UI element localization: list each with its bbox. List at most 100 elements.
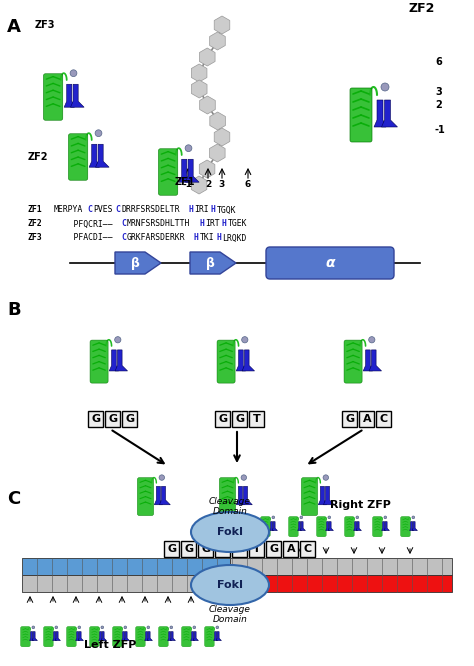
Text: ZF2: ZF2 bbox=[28, 220, 43, 228]
Polygon shape bbox=[190, 252, 236, 274]
Text: TGEK: TGEK bbox=[228, 220, 247, 228]
Text: 6: 6 bbox=[435, 57, 442, 67]
FancyBboxPatch shape bbox=[22, 558, 230, 575]
Polygon shape bbox=[185, 159, 199, 182]
Text: -1: -1 bbox=[435, 125, 446, 135]
Ellipse shape bbox=[78, 626, 81, 629]
FancyBboxPatch shape bbox=[182, 541, 197, 557]
Polygon shape bbox=[236, 350, 246, 371]
Polygon shape bbox=[242, 521, 246, 531]
Polygon shape bbox=[193, 631, 199, 641]
Ellipse shape bbox=[191, 512, 269, 552]
Text: C: C bbox=[304, 544, 312, 554]
FancyBboxPatch shape bbox=[164, 541, 180, 557]
Polygon shape bbox=[124, 631, 129, 641]
Text: G: G bbox=[109, 414, 118, 424]
Text: C: C bbox=[121, 234, 126, 242]
Ellipse shape bbox=[328, 516, 331, 519]
Text: G: G bbox=[91, 414, 100, 424]
Ellipse shape bbox=[95, 130, 102, 137]
FancyBboxPatch shape bbox=[90, 626, 100, 647]
Polygon shape bbox=[145, 631, 149, 641]
Text: ZF2: ZF2 bbox=[28, 152, 48, 162]
Polygon shape bbox=[32, 631, 37, 641]
Polygon shape bbox=[179, 159, 189, 182]
Text: T: T bbox=[253, 414, 261, 424]
Text: α: α bbox=[325, 256, 335, 270]
FancyBboxPatch shape bbox=[233, 411, 247, 427]
Polygon shape bbox=[191, 631, 195, 641]
Text: GRKFARSDERKR: GRKFARSDERKR bbox=[127, 234, 185, 242]
Polygon shape bbox=[272, 521, 277, 531]
Text: G: G bbox=[346, 414, 355, 424]
FancyBboxPatch shape bbox=[68, 134, 88, 180]
Ellipse shape bbox=[241, 475, 246, 480]
FancyBboxPatch shape bbox=[66, 626, 76, 647]
FancyBboxPatch shape bbox=[122, 411, 137, 427]
Text: β: β bbox=[130, 256, 139, 270]
FancyBboxPatch shape bbox=[317, 516, 327, 537]
Text: LRQKD: LRQKD bbox=[222, 234, 246, 242]
Text: G: G bbox=[236, 414, 245, 424]
Text: C: C bbox=[7, 490, 20, 508]
Ellipse shape bbox=[170, 626, 173, 629]
Text: B: B bbox=[7, 301, 21, 319]
FancyBboxPatch shape bbox=[283, 541, 299, 557]
Text: G: G bbox=[167, 544, 176, 554]
Text: 2: 2 bbox=[205, 180, 211, 189]
Ellipse shape bbox=[191, 565, 269, 605]
FancyBboxPatch shape bbox=[158, 149, 178, 195]
Text: ZF1: ZF1 bbox=[28, 206, 43, 214]
Text: TKI: TKI bbox=[200, 234, 214, 242]
Ellipse shape bbox=[381, 83, 389, 91]
Text: MERPYA: MERPYA bbox=[54, 206, 83, 214]
Ellipse shape bbox=[32, 626, 35, 629]
Text: β: β bbox=[206, 256, 214, 270]
Text: -1: -1 bbox=[183, 180, 193, 189]
Ellipse shape bbox=[300, 516, 302, 519]
FancyBboxPatch shape bbox=[112, 626, 122, 647]
Polygon shape bbox=[71, 85, 84, 107]
Polygon shape bbox=[89, 145, 100, 167]
Text: ZF1: ZF1 bbox=[175, 177, 195, 187]
Polygon shape bbox=[96, 145, 109, 167]
Text: H: H bbox=[188, 206, 193, 214]
Text: H: H bbox=[217, 234, 221, 242]
FancyBboxPatch shape bbox=[216, 411, 230, 427]
FancyBboxPatch shape bbox=[232, 516, 242, 537]
FancyBboxPatch shape bbox=[230, 575, 452, 592]
Polygon shape bbox=[319, 486, 327, 505]
Polygon shape bbox=[168, 631, 172, 641]
Ellipse shape bbox=[356, 516, 359, 519]
Text: 6: 6 bbox=[245, 180, 251, 189]
Text: A: A bbox=[363, 414, 371, 424]
Text: C: C bbox=[380, 414, 388, 424]
Ellipse shape bbox=[384, 516, 387, 519]
Text: G: G bbox=[219, 414, 228, 424]
Text: 3: 3 bbox=[219, 180, 225, 189]
Text: Cleavage: Cleavage bbox=[209, 605, 251, 615]
Polygon shape bbox=[300, 521, 305, 531]
Text: H: H bbox=[200, 220, 204, 228]
FancyBboxPatch shape bbox=[345, 516, 355, 537]
Polygon shape bbox=[115, 252, 161, 274]
Polygon shape bbox=[369, 350, 382, 371]
Text: FokI: FokI bbox=[217, 527, 243, 537]
Text: Domain: Domain bbox=[212, 507, 247, 517]
Polygon shape bbox=[214, 631, 218, 641]
Polygon shape bbox=[374, 100, 386, 127]
Text: TGQK: TGQK bbox=[217, 206, 236, 214]
Text: DRRFSRSDELTR: DRRFSRSDELTR bbox=[121, 206, 180, 214]
Text: IRI: IRI bbox=[194, 206, 209, 214]
FancyBboxPatch shape bbox=[137, 478, 154, 515]
FancyBboxPatch shape bbox=[301, 541, 316, 557]
Text: PFQCRI——: PFQCRI—— bbox=[54, 220, 112, 228]
Polygon shape bbox=[382, 100, 398, 127]
Text: ZF2: ZF2 bbox=[409, 2, 435, 15]
FancyBboxPatch shape bbox=[230, 558, 452, 575]
Ellipse shape bbox=[70, 70, 77, 77]
FancyBboxPatch shape bbox=[136, 626, 146, 647]
Polygon shape bbox=[384, 521, 390, 531]
Polygon shape bbox=[412, 521, 418, 531]
Polygon shape bbox=[410, 521, 414, 531]
